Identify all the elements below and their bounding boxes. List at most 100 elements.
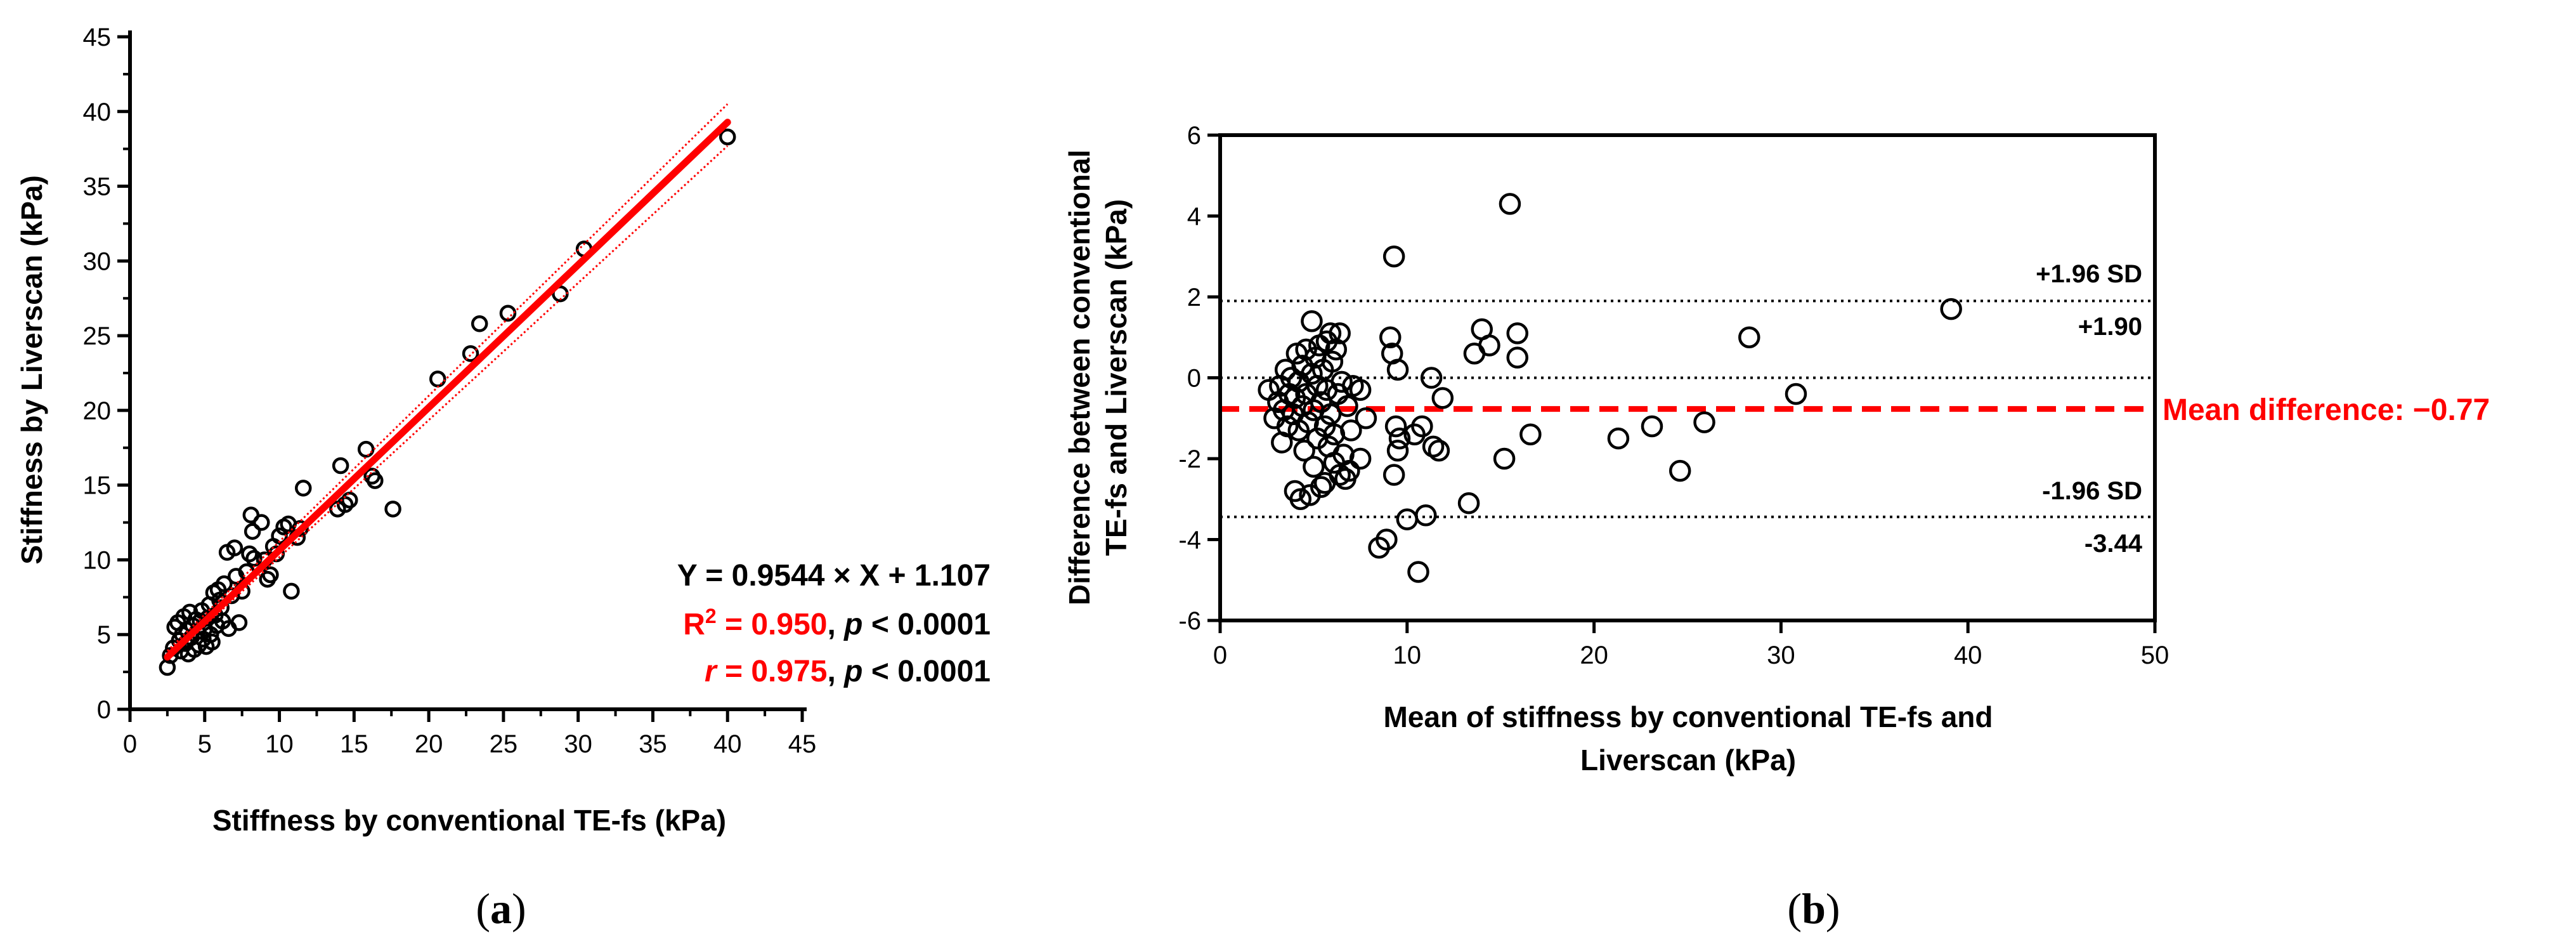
r-squared-label: R xyxy=(683,608,705,641)
panel-b-data-point xyxy=(1376,528,1398,551)
panel-b-data-point xyxy=(1355,407,1377,430)
r-squared-superscript: 2 xyxy=(705,605,717,627)
panel-b-x-tick-label: 40 xyxy=(1954,641,1982,669)
panel-a-caption: (a) xyxy=(476,884,526,933)
panel-b-y-tick-label: -2 xyxy=(1178,445,1201,473)
panel-b-data-point xyxy=(1329,322,1351,344)
panel-a-data-point xyxy=(384,501,401,518)
panel-b-data-point xyxy=(1340,419,1362,442)
panel-b-x-axis-label-line-2: Liverscan (kPa) xyxy=(1580,744,1796,777)
panel-b-y-axis-label-line-2: TE-fs and Liverscan (kPa) xyxy=(1100,199,1133,556)
panel-b-y-tick-label: -6 xyxy=(1178,607,1201,635)
panel-b-data-point xyxy=(1457,492,1480,515)
panel-a-x-tick-label: 45 xyxy=(788,730,817,758)
panel-b-data-point xyxy=(1641,415,1663,438)
panel-b-data-point xyxy=(1499,193,1521,215)
panel-a-regression xyxy=(164,119,731,661)
panel-b-data-point xyxy=(1493,447,1516,470)
panel-b-data-point xyxy=(1407,561,1429,583)
panel-b-data-point xyxy=(1506,322,1528,344)
panel-b-data-point xyxy=(1422,435,1445,458)
panel-a-data-point xyxy=(462,345,479,362)
correlation-value: = 0.975 xyxy=(717,655,828,688)
panel-a-y-tick-label: 25 xyxy=(83,322,112,350)
panel-b-y-tick-label: 0 xyxy=(1187,365,1201,393)
panel-a-y-tick-label: 40 xyxy=(83,98,112,126)
panel-b-data-point xyxy=(1382,464,1405,486)
panel-b-x-tick-label: 50 xyxy=(2141,641,2169,669)
panel-a-x-ticks: 0 5 10 15 20 25 30 35 40 45 xyxy=(123,709,816,758)
panel-b-data-point xyxy=(1478,334,1500,357)
panel-a-caption-open: ( xyxy=(476,884,490,933)
panel-b-data-point xyxy=(1428,440,1450,462)
panel-a-y-tick-label: 10 xyxy=(83,546,112,574)
r-squared-p-label: p xyxy=(843,608,862,641)
panel-b-data-point xyxy=(1386,358,1409,381)
panel-b-data-point xyxy=(1321,350,1344,373)
panel-a-data-point xyxy=(719,128,736,146)
correlation-separator: , xyxy=(827,655,844,688)
panel-b-data-point xyxy=(1349,379,1372,401)
panel-b-data-point xyxy=(1379,326,1402,348)
panel-a-x-axis-label: Stiffness by conventional TE-fs (kPa) xyxy=(212,804,726,837)
panel-b-data-point xyxy=(1301,310,1323,332)
r-squared-stat: R2 = 0.950, p < 0.0001 xyxy=(683,605,991,641)
panel-a-y-axis-label: Stiffness by Liverscan (kPa) xyxy=(15,175,48,565)
panel-a-data-point xyxy=(216,575,233,593)
panel-b-data-point xyxy=(1693,411,1715,433)
panel-b-data-point xyxy=(1338,459,1360,482)
panel-b-data-point xyxy=(1386,440,1409,462)
panel-b: -6 -4 -2 0 2 4 6 0 10 20 30 40 50 +1.96 SD +1.90 -1… xyxy=(1063,122,2490,933)
lower-loa-label: -1.96 SD xyxy=(2042,477,2142,505)
panel-b-data-point xyxy=(1431,387,1454,409)
panel-b-data-point xyxy=(1349,447,1372,470)
lower-loa-value: -3.44 xyxy=(2085,530,2143,558)
panel-a-data-point xyxy=(204,633,221,651)
panel-b-caption-close: ) xyxy=(1826,884,1840,933)
panel-a-y-ticks: 0 5 10 15 20 25 30 35 40 45 xyxy=(83,23,130,724)
panel-b-data-point xyxy=(1336,395,1358,417)
panel-b-data-point xyxy=(1940,298,1962,320)
panel-a-x-tick-label: 25 xyxy=(490,730,518,758)
panel-b-x-tick-label: 10 xyxy=(1393,641,1422,669)
panel-a-ci-line xyxy=(166,103,729,652)
panel-a-data-point xyxy=(294,480,312,497)
panel-a-confidence-band xyxy=(166,103,729,661)
panel-a-y-tick-label: 15 xyxy=(83,472,112,500)
panel-a-y-tick-label: 35 xyxy=(83,173,112,201)
r-squared-p-value: < 0.0001 xyxy=(862,608,991,641)
panel-b-y-ticks: -6 -4 -2 0 2 4 6 xyxy=(1178,122,1220,635)
panel-b-y-axis-label-line-1: Difference between conventional xyxy=(1063,150,1096,605)
panel-a-x-tick-label: 35 xyxy=(639,730,667,758)
panel-b-data-point xyxy=(1382,246,1405,268)
panel-b-data-point xyxy=(1301,362,1323,385)
panel-a-data-point xyxy=(499,305,517,322)
panel-b-y-tick-label: -4 xyxy=(1178,527,1201,554)
panel-a-data-point xyxy=(230,614,248,631)
panel-a-x-tick-label: 30 xyxy=(564,730,592,758)
panel-b-data-point xyxy=(1738,326,1760,348)
r-squared-value: = 0.950 xyxy=(717,608,828,641)
mean-difference-label: Mean difference: −0.77 xyxy=(2163,393,2490,427)
panel-a-y-tick-label: 20 xyxy=(83,397,112,425)
upper-loa-label: +1.96 SD xyxy=(2036,260,2142,288)
panel-b-data-point xyxy=(1388,427,1411,450)
panel-a-caption-letter: a xyxy=(490,884,512,933)
panel-a-x-tick-label: 40 xyxy=(713,730,742,758)
panel-a-x-tick-label: 10 xyxy=(265,730,294,758)
panel-a-caption-close: ) xyxy=(512,884,526,933)
panel-a-data-point xyxy=(292,520,309,537)
panel-a-data-point xyxy=(471,315,488,332)
panel-a-data-point xyxy=(341,491,358,509)
correlation-p-value: < 0.0001 xyxy=(862,655,991,688)
panel-b-x-axis-label-line-1: Mean of stiffness by conventional TE-fs … xyxy=(1383,700,1993,733)
panel-b-x-ticks: 0 10 20 30 40 50 xyxy=(1213,620,2169,669)
panel-b-data-point xyxy=(1519,423,1542,445)
panel-a-data-point xyxy=(244,523,261,540)
panel-b-data-point xyxy=(1325,338,1348,361)
panel-b-data-point xyxy=(1303,456,1325,478)
panel-b-data-point xyxy=(1310,476,1332,498)
panel-b-data-point xyxy=(1506,346,1528,369)
panel-a-data-point xyxy=(262,566,279,584)
